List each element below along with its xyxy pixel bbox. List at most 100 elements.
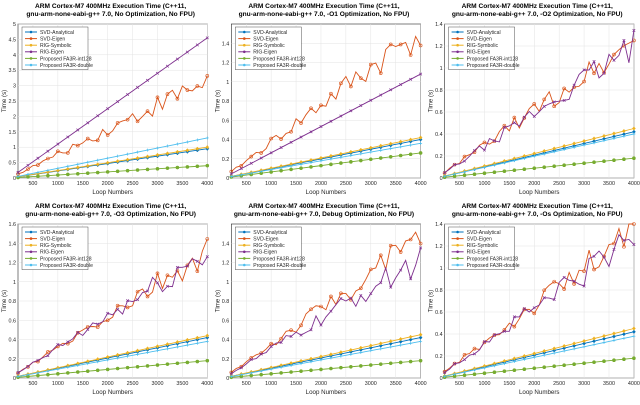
data-point: [512, 159, 516, 163]
data-point: [379, 281, 383, 285]
data-point: [229, 175, 233, 179]
data-point: [482, 171, 487, 176]
data-point: [463, 370, 467, 374]
data-point: [462, 353, 467, 357]
y-tick-label: 1: [13, 280, 16, 286]
data-point: [453, 163, 457, 167]
x-tick-label: 500: [28, 381, 37, 387]
data-point: [289, 328, 293, 332]
legend-marker: [29, 257, 33, 260]
y-tick-label: 1.2: [435, 244, 443, 250]
data-point: [86, 121, 90, 125]
y-tick-label: 4: [13, 53, 16, 59]
data-point: [195, 146, 200, 151]
data-point: [36, 163, 40, 167]
data-point: [602, 341, 606, 345]
x-tick-label: 2500: [127, 381, 139, 387]
y-tick-label: 0.8: [222, 99, 230, 105]
legend-marker: [243, 43, 246, 47]
legend-marker: [29, 250, 33, 254]
y-tick-label: 0.6: [435, 310, 443, 316]
data-point: [632, 243, 636, 247]
x-axis-label: Loop Numbers: [519, 189, 560, 196]
y-tick-label: 3: [13, 84, 16, 90]
data-point: [359, 76, 363, 80]
data-point: [76, 162, 80, 166]
legend-marker: [29, 37, 33, 40]
series-line: [444, 133, 634, 177]
data-point: [622, 128, 626, 134]
data-point: [542, 353, 546, 357]
y-tick-label: 1.2: [222, 261, 230, 267]
data-point: [36, 373, 40, 378]
series-line: [231, 35, 421, 172]
data-point: [512, 324, 517, 329]
chart-title: ARM Cortex-M7 400MHz Execution Time (C++…: [462, 203, 613, 210]
data-point: [145, 78, 150, 82]
y-tick-label: 0.6: [9, 318, 17, 324]
legend-marker: [29, 230, 33, 234]
data-point: [582, 68, 586, 72]
x-tick-label: 2500: [340, 181, 352, 187]
data-point: [165, 166, 170, 170]
y-tick-label: 0.8: [9, 299, 17, 305]
data-point: [453, 372, 457, 376]
legend-marker: [456, 263, 459, 267]
data-point: [165, 347, 169, 351]
data-point: [279, 168, 283, 173]
data-point: [359, 364, 363, 368]
data-point: [632, 326, 636, 331]
data-point: [279, 340, 283, 345]
data-point: [46, 173, 50, 178]
y-tick-label: 1: [226, 280, 229, 286]
x-tick-label: 2500: [553, 381, 565, 387]
data-point: [592, 339, 596, 344]
data-point: [126, 92, 130, 97]
data-point: [388, 339, 393, 344]
y-tick-label: 1.4: [9, 241, 17, 247]
data-point: [592, 160, 596, 165]
data-point: [46, 350, 50, 354]
data-point: [522, 307, 526, 311]
data-point: [116, 100, 120, 104]
x-tick-label: 500: [28, 181, 37, 187]
data-point: [562, 143, 567, 149]
data-point: [622, 328, 626, 334]
legend-marker: [456, 57, 459, 60]
data-point: [389, 345, 393, 349]
legend-marker: [29, 237, 33, 240]
data-point: [205, 339, 209, 343]
chart-title: ARM Cortex-M7 400MHz Execution Time (C++…: [35, 3, 186, 10]
data-point: [532, 154, 536, 158]
legend-box: [448, 226, 515, 270]
data-point: [96, 114, 100, 118]
data-point: [46, 156, 50, 161]
y-tick-label: 0: [440, 176, 443, 182]
series-line: [444, 30, 635, 173]
legend-entry: SVD-Analytical: [40, 30, 74, 36]
data-point: [522, 357, 526, 361]
x-tick-label: 2000: [102, 181, 114, 187]
legend-marker: [243, 250, 246, 254]
data-point: [116, 356, 120, 360]
data-point: [602, 336, 606, 341]
data-point: [359, 351, 363, 355]
y-tick-label: 2: [13, 114, 16, 120]
data-point: [562, 363, 566, 368]
legend-marker: [456, 43, 459, 47]
data-point: [239, 167, 243, 171]
legend-entry: RIG-Eigen: [40, 50, 64, 56]
data-point: [229, 372, 233, 376]
data-point: [75, 330, 80, 335]
x-tick-label: 1000: [52, 181, 64, 187]
legend-marker: [456, 237, 459, 240]
data-point: [612, 334, 616, 339]
data-point: [592, 336, 596, 341]
data-point: [408, 53, 413, 57]
data-point: [289, 129, 293, 134]
data-point: [592, 267, 596, 272]
data-point: [409, 77, 413, 81]
data-point: [532, 366, 537, 371]
data-point: [602, 133, 606, 139]
series-line: [231, 247, 422, 375]
